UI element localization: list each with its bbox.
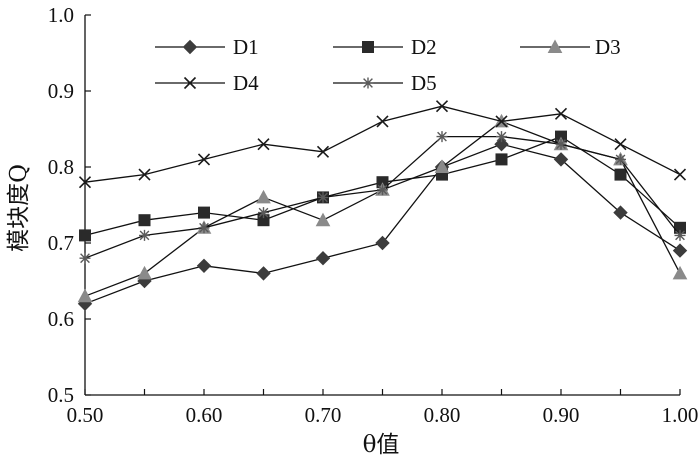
y-tick-label: 0.8 <box>48 155 74 179</box>
legend-label: D1 <box>233 35 259 59</box>
series-d1 <box>77 136 688 312</box>
legend-label: D4 <box>233 71 259 95</box>
data-point-d3 <box>137 265 152 280</box>
data-point-d1 <box>196 258 212 274</box>
series-line-d3 <box>84 120 681 297</box>
data-point-d5 <box>198 222 210 234</box>
data-point-d1 <box>256 266 271 281</box>
x-tick-label: 0.70 <box>305 403 342 427</box>
legend-marker <box>547 39 563 53</box>
data-point-d3 <box>315 212 331 227</box>
y-tick-label: 0.6 <box>48 307 74 331</box>
x-tick-label: 1.00 <box>662 403 699 427</box>
x-tick-label: 0.50 <box>67 403 104 427</box>
x-tick-label: 0.80 <box>424 403 461 427</box>
data-point-d2 <box>614 168 627 181</box>
series-d5 <box>79 131 686 264</box>
data-point-d5 <box>317 191 329 203</box>
x-tick-label: 0.60 <box>186 403 223 427</box>
data-point-d4 <box>78 176 92 189</box>
legend-label: D5 <box>411 71 437 95</box>
data-point-d3 <box>77 288 93 303</box>
y-axis-title: 模块度Q <box>6 164 32 252</box>
data-point-d5 <box>79 252 91 264</box>
data-point-d5 <box>258 207 269 219</box>
series-layer <box>77 100 688 312</box>
data-point-d4 <box>673 168 687 181</box>
y-tick-label: 0.9 <box>48 79 74 103</box>
data-point-d3 <box>256 189 271 204</box>
data-point-d1 <box>553 152 569 167</box>
legend-marker <box>362 77 374 89</box>
axes <box>84 14 681 396</box>
legend-marker <box>183 76 197 90</box>
x-tick-label: 0.90 <box>543 403 580 427</box>
data-point-d4 <box>554 107 568 120</box>
data-point-d3 <box>434 159 450 173</box>
legend-item-d5: D5 <box>333 71 437 95</box>
data-point-d4 <box>197 153 211 166</box>
legend-marker <box>182 39 198 55</box>
x-axis-title: θ值 <box>363 432 400 458</box>
y-tick-label: 0.7 <box>48 231 74 255</box>
data-point-d4 <box>138 168 151 181</box>
legend-item-d4: D4 <box>155 71 259 95</box>
tick-labels: 0.5 0.6 0.7 0.8 0.9 1.0 0.50 0.60 0.70 0.80 0.90 1.… <box>48 3 699 427</box>
legend: D1 D2 D3 D4 D5 <box>155 35 621 95</box>
y-tick-label: 1.0 <box>48 3 74 27</box>
data-point-d5 <box>139 229 150 241</box>
legend-label: D2 <box>411 35 437 59</box>
data-point-d5 <box>496 131 507 143</box>
data-point-d2 <box>79 229 91 242</box>
data-point-d2 <box>198 206 210 219</box>
legend-item-d2: D2 <box>333 35 437 59</box>
series-line-d4 <box>84 105 681 183</box>
data-point-d1 <box>315 250 331 266</box>
legend-label: D3 <box>595 35 621 59</box>
data-point-d3 <box>672 265 688 280</box>
data-point-d5 <box>674 229 686 241</box>
data-point-d1 <box>494 136 509 152</box>
data-point-d5 <box>377 184 388 196</box>
data-point-d5 <box>615 153 626 165</box>
data-point-d4 <box>495 115 508 128</box>
series-d4 <box>78 100 687 189</box>
data-point-d2 <box>495 153 508 166</box>
legend-item-d3: D3 <box>520 35 621 59</box>
data-point-d4 <box>316 145 330 158</box>
y-tick-label: 0.5 <box>48 383 74 407</box>
data-point-d4 <box>435 100 449 113</box>
series-d3 <box>77 113 688 303</box>
data-point-d4 <box>376 115 389 128</box>
data-point-d5 <box>436 131 448 143</box>
data-point-d1 <box>613 205 628 220</box>
data-point-d2 <box>138 214 151 227</box>
data-point-d4 <box>257 138 270 151</box>
legend-marker <box>362 41 374 53</box>
data-point-d5 <box>555 138 567 150</box>
series-line-d1 <box>84 143 681 305</box>
data-point-d1 <box>375 235 390 251</box>
legend-item-d1: D1 <box>155 35 259 59</box>
data-point-d4 <box>614 138 627 151</box>
data-point-d1 <box>672 243 688 258</box>
